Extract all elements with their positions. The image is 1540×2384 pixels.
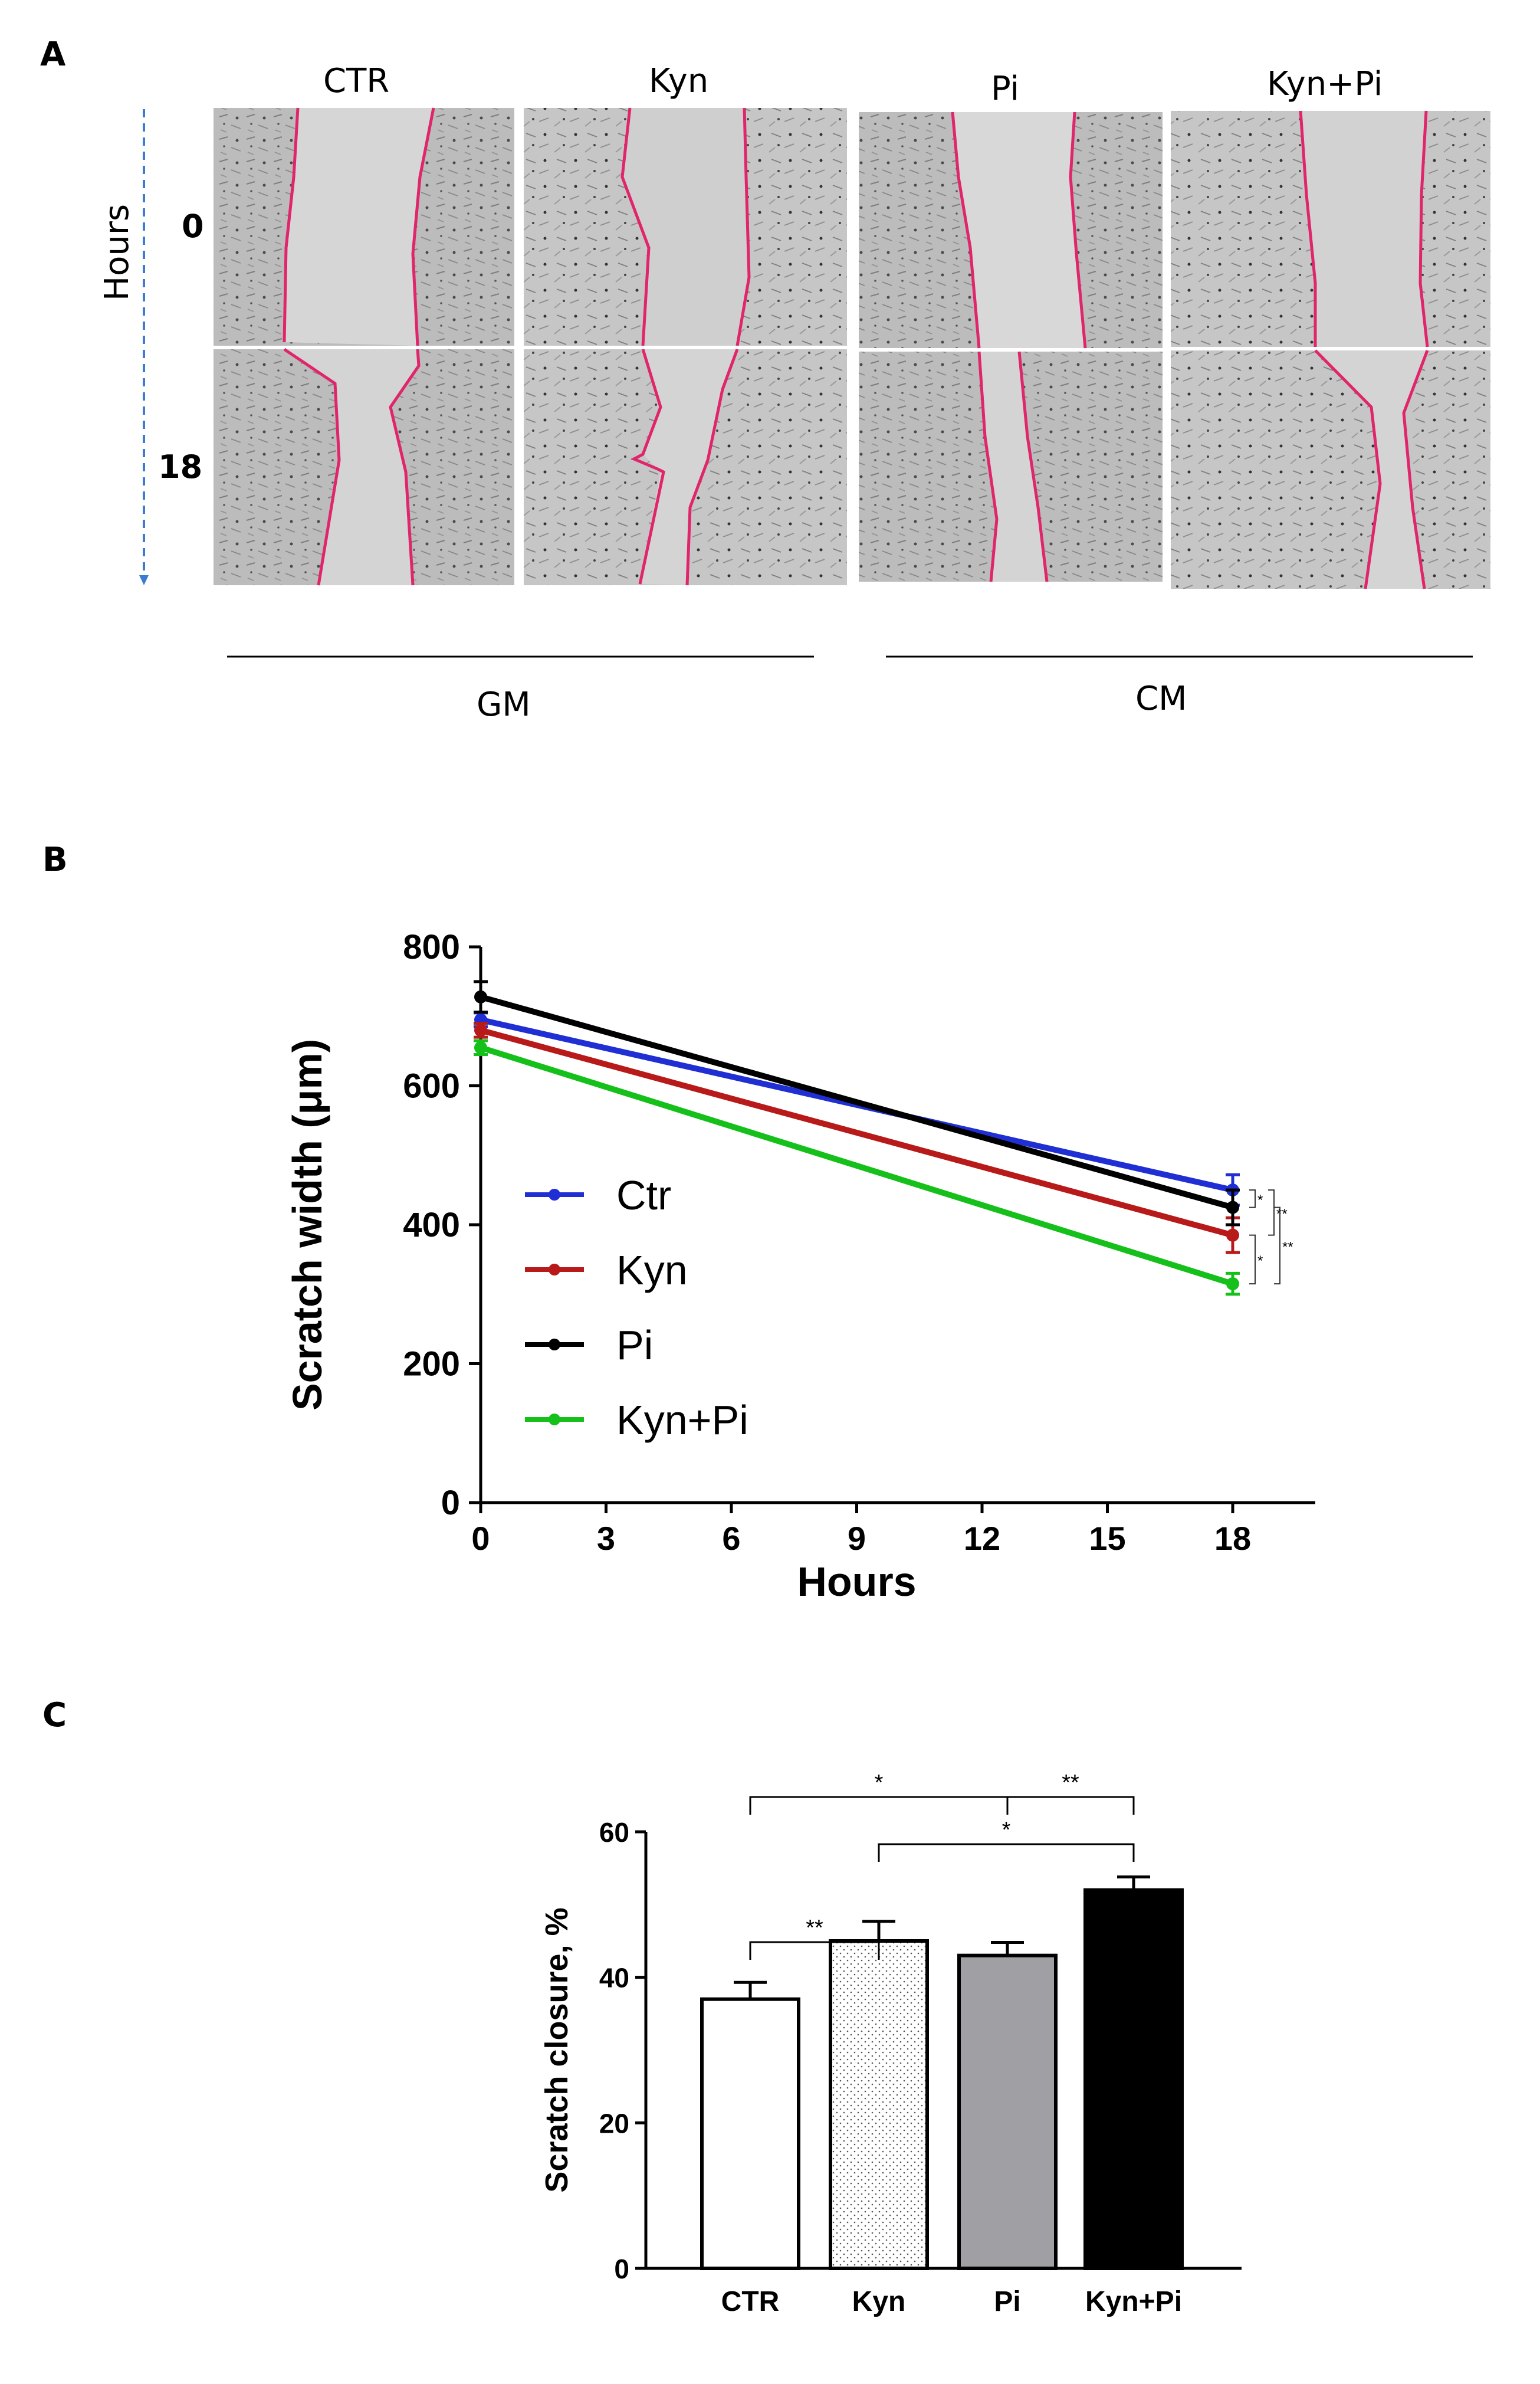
x-tick-label: 6 [722,1520,740,1557]
x-tick-label: CTR [721,2286,780,2317]
series-line [480,993,1234,1211]
significance-bracket [1274,1206,1280,1285]
significance-bracket [1268,1189,1275,1236]
y-tick-label: 800 [403,928,460,966]
panel-c-label: C [42,1696,67,1734]
significance-label: ** [806,1916,823,1940]
micrograph-kyn-18h [524,349,847,586]
y-tick-label: 0 [441,1484,460,1522]
significance-bracket [749,1941,880,1960]
significance-label: ** [1276,1206,1288,1222]
y-tick-label: 200 [403,1345,460,1383]
micrograph-kyn-0h [524,107,847,346]
micrograph-pi-18h [859,351,1163,582]
significance-bracket [1249,1189,1256,1208]
y-tick-label: 600 [403,1067,460,1106]
data-point [474,990,487,1004]
x-tick-label: 15 [1089,1520,1125,1557]
condition-label-ctr: CTR [323,62,390,100]
micrograph-ctr-0h [214,107,514,346]
significance-label: * [1257,1192,1263,1208]
significance-bracket [1249,1234,1256,1285]
legend-swatch-marker [549,1264,560,1275]
legend-label: Ctr [616,1172,671,1218]
legend-label: Pi [616,1322,653,1368]
x-axis-title: Hours [797,1559,916,1605]
micrograph-pi-0h [859,112,1163,349]
legend-swatch-marker [549,1189,560,1201]
series-kyn-pi [474,1039,1240,1296]
significance-label: * [875,1770,884,1795]
legend-label: Kyn [616,1247,688,1293]
data-point [474,1041,487,1054]
time-arrow-head [139,575,149,585]
panel-a-label: A [40,35,66,74]
condition-label-kyn: Kyn [649,62,709,100]
timepoint-label-18: 18 [158,448,203,486]
series-line [480,1027,1234,1238]
line-chart: 0 3 6 9 12 15 18 0 200 400 600 800 Hours Scratch widt… [284,928,1315,1605]
y-tick-label: 60 [599,1817,629,1848]
y-tick-label: 20 [599,2108,629,2139]
micrograph-kyn-pi-0h [1171,110,1490,347]
x-tick-label: 0 [471,1520,490,1557]
significance-label: ** [1282,1239,1293,1255]
condition-label-pi: Pi [991,70,1020,108]
group-label-cm: CM [1135,680,1187,718]
significance-label: * [1002,1818,1011,1842]
data-point [1226,1201,1239,1214]
y-tick-label: 400 [403,1206,460,1244]
micrograph-kyn-pi-18h [1171,349,1490,589]
bar-kyn [829,1939,929,2270]
group-label-gm: GM [477,686,531,724]
x-tick-label: 9 [848,1520,866,1557]
significance-bracket [1006,1796,1135,1815]
x-tick-label: Pi [994,2286,1020,2317]
y-tick-label: 40 [599,1963,629,1993]
data-point [1226,1228,1239,1242]
significance-label: * [1257,1253,1263,1269]
x-tick-label: Kyn+Pi [1085,2286,1182,2317]
legend-label: Kyn+Pi [616,1397,748,1443]
x-tick-label: 12 [964,1520,1000,1557]
bar-kyn-pi [1083,1888,1184,2270]
series-line [480,1044,1234,1287]
micrograph-figure [139,107,1490,658]
y-axis-title: Scratch width (μm) [284,1039,330,1411]
panel-a: CTR Kyn Pi Kyn+Pi Hours 0 18 [0,0,1540,755]
y-tick-label: 0 [614,2254,629,2284]
series-kyn [474,1022,1240,1254]
bar-pi [957,1953,1058,2270]
x-tick-label: 3 [597,1520,615,1557]
legend-swatch-marker [549,1339,560,1350]
significance-bracket [878,1843,1135,1862]
bar-ctr [700,1997,800,2270]
condition-label-kyn-pi: Kyn+Pi [1267,65,1383,103]
x-tick-label: 18 [1214,1520,1251,1557]
data-point [1226,1277,1239,1291]
x-tick-label: Kyn [852,2286,906,2317]
bar-chart: 0 20 40 60 Scratch closure, % CTR Kyn Pi Kyn+Pi *… [539,1770,1242,2317]
series-pi [474,980,1240,1227]
significance-label: ** [1062,1770,1079,1795]
micrograph-ctr-18h [214,347,514,586]
data-point [474,1024,487,1037]
timepoint-label-0: 0 [182,208,204,245]
y-axis-title: Scratch closure, % [539,1907,574,2192]
panel-b-label: B [42,841,68,879]
legend-swatch-marker [549,1414,560,1425]
significance-bracket [749,1796,1009,1815]
